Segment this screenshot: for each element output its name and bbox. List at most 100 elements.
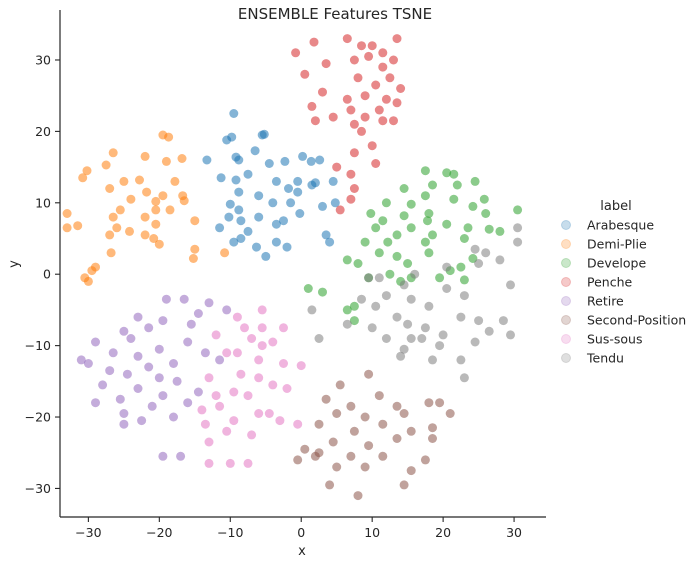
point-tendu-33 <box>506 330 515 340</box>
point-demi-plie-17 <box>151 196 161 206</box>
point-develope-30 <box>383 237 393 247</box>
point-sus-sous-0 <box>257 305 267 315</box>
point-arabesque-9 <box>298 151 308 161</box>
point-sus-sous-27 <box>200 419 210 429</box>
point-penche-36 <box>346 169 356 179</box>
point-retire-33 <box>147 401 157 411</box>
point-tendu-3 <box>513 223 523 233</box>
legend-marker-sus-sous <box>561 334 571 344</box>
point-retire-3 <box>193 309 203 318</box>
point-retire-20 <box>215 355 225 365</box>
point-demi-plie-24 <box>108 212 118 222</box>
point-penche-34 <box>371 159 381 168</box>
point-arabesque-5 <box>250 146 260 156</box>
point-develope-45 <box>435 273 445 283</box>
point-arabesque-26 <box>268 198 278 208</box>
point-tendu-0 <box>470 244 480 254</box>
point-retire-25 <box>172 376 182 386</box>
point-arabesque-4 <box>202 155 212 165</box>
point-retire-27 <box>133 384 143 393</box>
legend-label-second-position: Second-Position <box>587 313 686 328</box>
point-demi-plie-23 <box>62 209 72 218</box>
point-retire-22 <box>105 366 115 376</box>
point-develope-31 <box>420 237 430 247</box>
point-second-position-5 <box>392 401 402 411</box>
point-sus-sous-24 <box>197 405 207 415</box>
point-develope-1 <box>442 168 452 178</box>
point-second-position-4 <box>374 391 384 401</box>
chart-title: ENSEMBLE Features TSNE <box>238 5 432 23</box>
legend-label-arabesque: Arabesque <box>587 218 654 233</box>
point-demi-plie-13 <box>142 187 152 197</box>
point-retire-0 <box>161 294 171 304</box>
point-develope-13 <box>513 205 523 215</box>
point-sus-sous-8 <box>232 348 242 358</box>
point-arabesque-30 <box>254 212 264 222</box>
point-demi-plie-2 <box>177 154 187 163</box>
point-second-position-9 <box>360 412 370 422</box>
point-develope-28 <box>459 234 469 243</box>
point-arabesque-44 <box>252 242 261 252</box>
point-arabesque-31 <box>279 216 288 226</box>
point-tendu-9 <box>374 273 384 283</box>
point-penche-31 <box>357 126 366 136</box>
point-develope-4 <box>452 180 462 190</box>
point-retire-9 <box>119 326 129 336</box>
point-penche-8 <box>349 55 359 65</box>
point-sus-sous-11 <box>254 355 264 365</box>
point-second-position-23 <box>346 451 356 461</box>
point-second-position-11 <box>445 409 455 418</box>
point-tendu-14 <box>406 294 416 304</box>
legend-label-penche: Penche <box>587 275 633 290</box>
point-penche-30 <box>389 116 398 126</box>
point-penche-7 <box>378 48 388 58</box>
legend-marker-second-position <box>561 315 571 325</box>
point-tendu-36 <box>428 355 437 365</box>
point-second-position-21 <box>300 444 310 454</box>
point-retire-1 <box>179 294 189 304</box>
point-second-position-20 <box>428 434 437 443</box>
point-arabesque-35 <box>224 212 234 222</box>
point-tendu-31 <box>435 341 445 351</box>
point-retire-38 <box>158 451 168 461</box>
point-develope-33 <box>424 248 434 258</box>
point-retire-29 <box>158 391 168 401</box>
point-develope-2 <box>449 169 459 179</box>
legend-label-sus-sous: Sus-sous <box>587 332 642 347</box>
point-tendu-28 <box>484 326 494 336</box>
point-retire-7 <box>186 319 196 329</box>
point-second-position-6 <box>424 398 434 408</box>
x-tick-label: 30 <box>506 525 522 540</box>
point-arabesque-15 <box>231 175 241 185</box>
point-arabesque-42 <box>236 234 246 243</box>
point-develope-50 <box>342 305 352 315</box>
point-penche-17 <box>318 87 327 97</box>
point-tendu-38 <box>459 373 469 383</box>
point-penche-13 <box>353 73 363 83</box>
point-sus-sous-22 <box>215 401 225 411</box>
point-develope-10 <box>381 198 391 208</box>
point-arabesque-8 <box>280 156 290 166</box>
point-develope-46 <box>459 275 469 285</box>
point-retire-23 <box>122 369 132 379</box>
point-tendu-1 <box>481 248 491 258</box>
point-arabesque-14 <box>216 173 226 183</box>
point-arabesque-20 <box>328 176 338 186</box>
point-develope-37 <box>353 259 363 268</box>
point-arabesque-37 <box>271 219 281 229</box>
point-arabesque-47 <box>325 237 335 247</box>
point-second-position-31 <box>325 480 335 490</box>
point-sus-sous-31 <box>204 458 214 468</box>
point-arabesque-45 <box>282 242 292 252</box>
point-sus-sous-28 <box>222 426 232 436</box>
point-sus-sous-20 <box>211 391 221 401</box>
point-penche-6 <box>364 51 374 61</box>
point-tendu-19 <box>424 301 434 311</box>
point-tendu-41 <box>342 319 352 329</box>
legend-marker-penche <box>561 277 571 287</box>
point-arabesque-23 <box>284 184 293 193</box>
point-penche-11 <box>378 62 388 72</box>
point-arabesque-2 <box>222 135 232 145</box>
point-arabesque-29 <box>234 205 244 215</box>
legend: label Arabesque Demi-Plie Develope Penche Re… <box>561 199 686 366</box>
